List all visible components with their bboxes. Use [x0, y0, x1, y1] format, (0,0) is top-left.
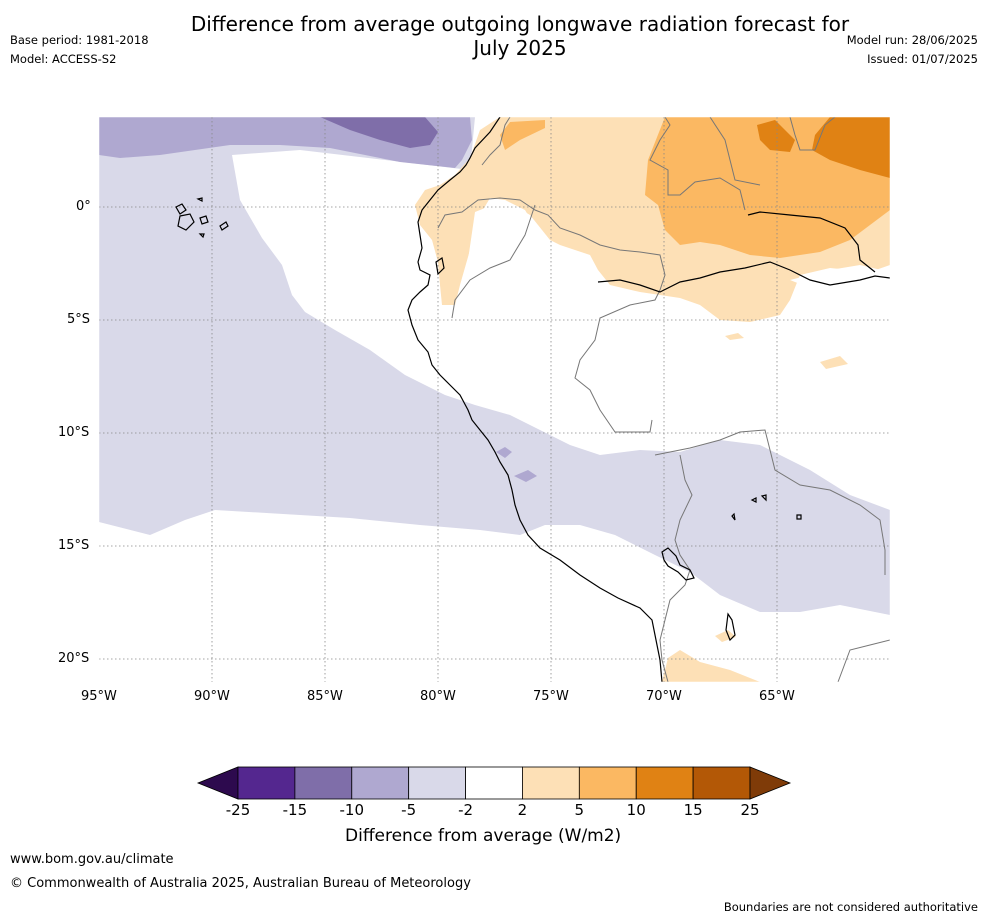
colorbar [196, 766, 792, 800]
anomaly-region-neutral-inset [468, 200, 550, 300]
model-run: Model run: 28/06/2025 [846, 33, 978, 47]
colorbar-segment [465, 766, 523, 800]
issued-date: Issued: 01/07/2025 [867, 52, 978, 66]
lon-label-95w: 95°W [81, 689, 117, 704]
country-borders [437, 117, 890, 682]
lat-label-0: 0° [76, 199, 91, 214]
anomaly-patch-6 [662, 650, 760, 682]
model-name: Model: ACCESS-S2 [10, 52, 117, 66]
colorbar-tick-label: -5 [401, 801, 417, 819]
colorbar-tick-label: -10 [339, 801, 365, 819]
anomaly-region-neutral-ne [790, 265, 890, 300]
lat-label-20s: 20°S [58, 651, 90, 666]
map-frame [98, 116, 891, 683]
colorbar-segment [351, 766, 410, 800]
lon-label-80w: 80°W [420, 689, 456, 704]
anomaly-patch-2 [514, 470, 537, 482]
colorbar-segment [408, 766, 466, 800]
colorbar-segment [237, 766, 296, 800]
lon-label-85w: 85°W [307, 689, 343, 704]
anomaly-region-dark-purple [320, 117, 438, 148]
colorbar-tick-label: 25 [740, 801, 760, 819]
anomaly-region-dark-orange-east [812, 117, 890, 178]
colorbar-segment [635, 766, 694, 800]
anomaly-field [99, 117, 890, 682]
copyright-notice: © Commonwealth of Australia 2025, Austra… [10, 876, 471, 891]
colorbar-tick-label: 15 [683, 801, 703, 819]
colorbar-tick-label: 10 [626, 801, 646, 819]
anomaly-patch-3 [725, 333, 744, 340]
colorbar-segment [578, 766, 637, 800]
colorbar-tick-label: 2 [517, 801, 528, 819]
colorbar-extend-high [749, 766, 792, 800]
anomaly-patch-1 [496, 447, 512, 458]
colorbar-segment [692, 766, 751, 800]
lat-label-10s: 10°S [58, 425, 90, 440]
boundary-disclaimer: Boundaries are not considered authoritat… [723, 900, 978, 914]
colorbar-tick-label: -15 [282, 801, 308, 819]
anomaly-region-dark-orange-west [757, 120, 795, 152]
lat-label-5s: 5°S [67, 312, 91, 327]
lon-label-90w: 90°W [194, 689, 230, 704]
colorbar-segment [294, 766, 353, 800]
anomaly-patch-4 [820, 356, 848, 369]
website-link[interactable]: www.bom.gov.au/climate [10, 852, 174, 867]
lon-label-75w: 75°W [533, 689, 569, 704]
lon-label-65w: 65°W [759, 689, 795, 704]
colorbar-label: Difference from average (W/m2) [345, 826, 622, 846]
colorbar-tick-label: -2 [458, 801, 474, 819]
lon-label-70w: 70°W [646, 689, 682, 704]
anomaly-region-neutral-south [99, 510, 890, 682]
colorbar-tick-label: -25 [225, 801, 251, 819]
map-title: Difference from average outgoing longwav… [150, 12, 890, 60]
colorbar-extend-low [196, 766, 239, 800]
title-line-2: July 2025 [473, 36, 567, 60]
anomaly-region-orange-small [500, 120, 545, 150]
base-period: Base period: 1981-2018 [10, 33, 149, 47]
title-line-1: Difference from average outgoing longwav… [190, 12, 850, 36]
coastline [175, 117, 890, 682]
colorbar-tick-label: 5 [574, 801, 585, 819]
colorbar-segment [522, 766, 580, 800]
anomaly-patch-5 [715, 630, 736, 642]
lat-label-15s: 15°S [58, 538, 90, 553]
